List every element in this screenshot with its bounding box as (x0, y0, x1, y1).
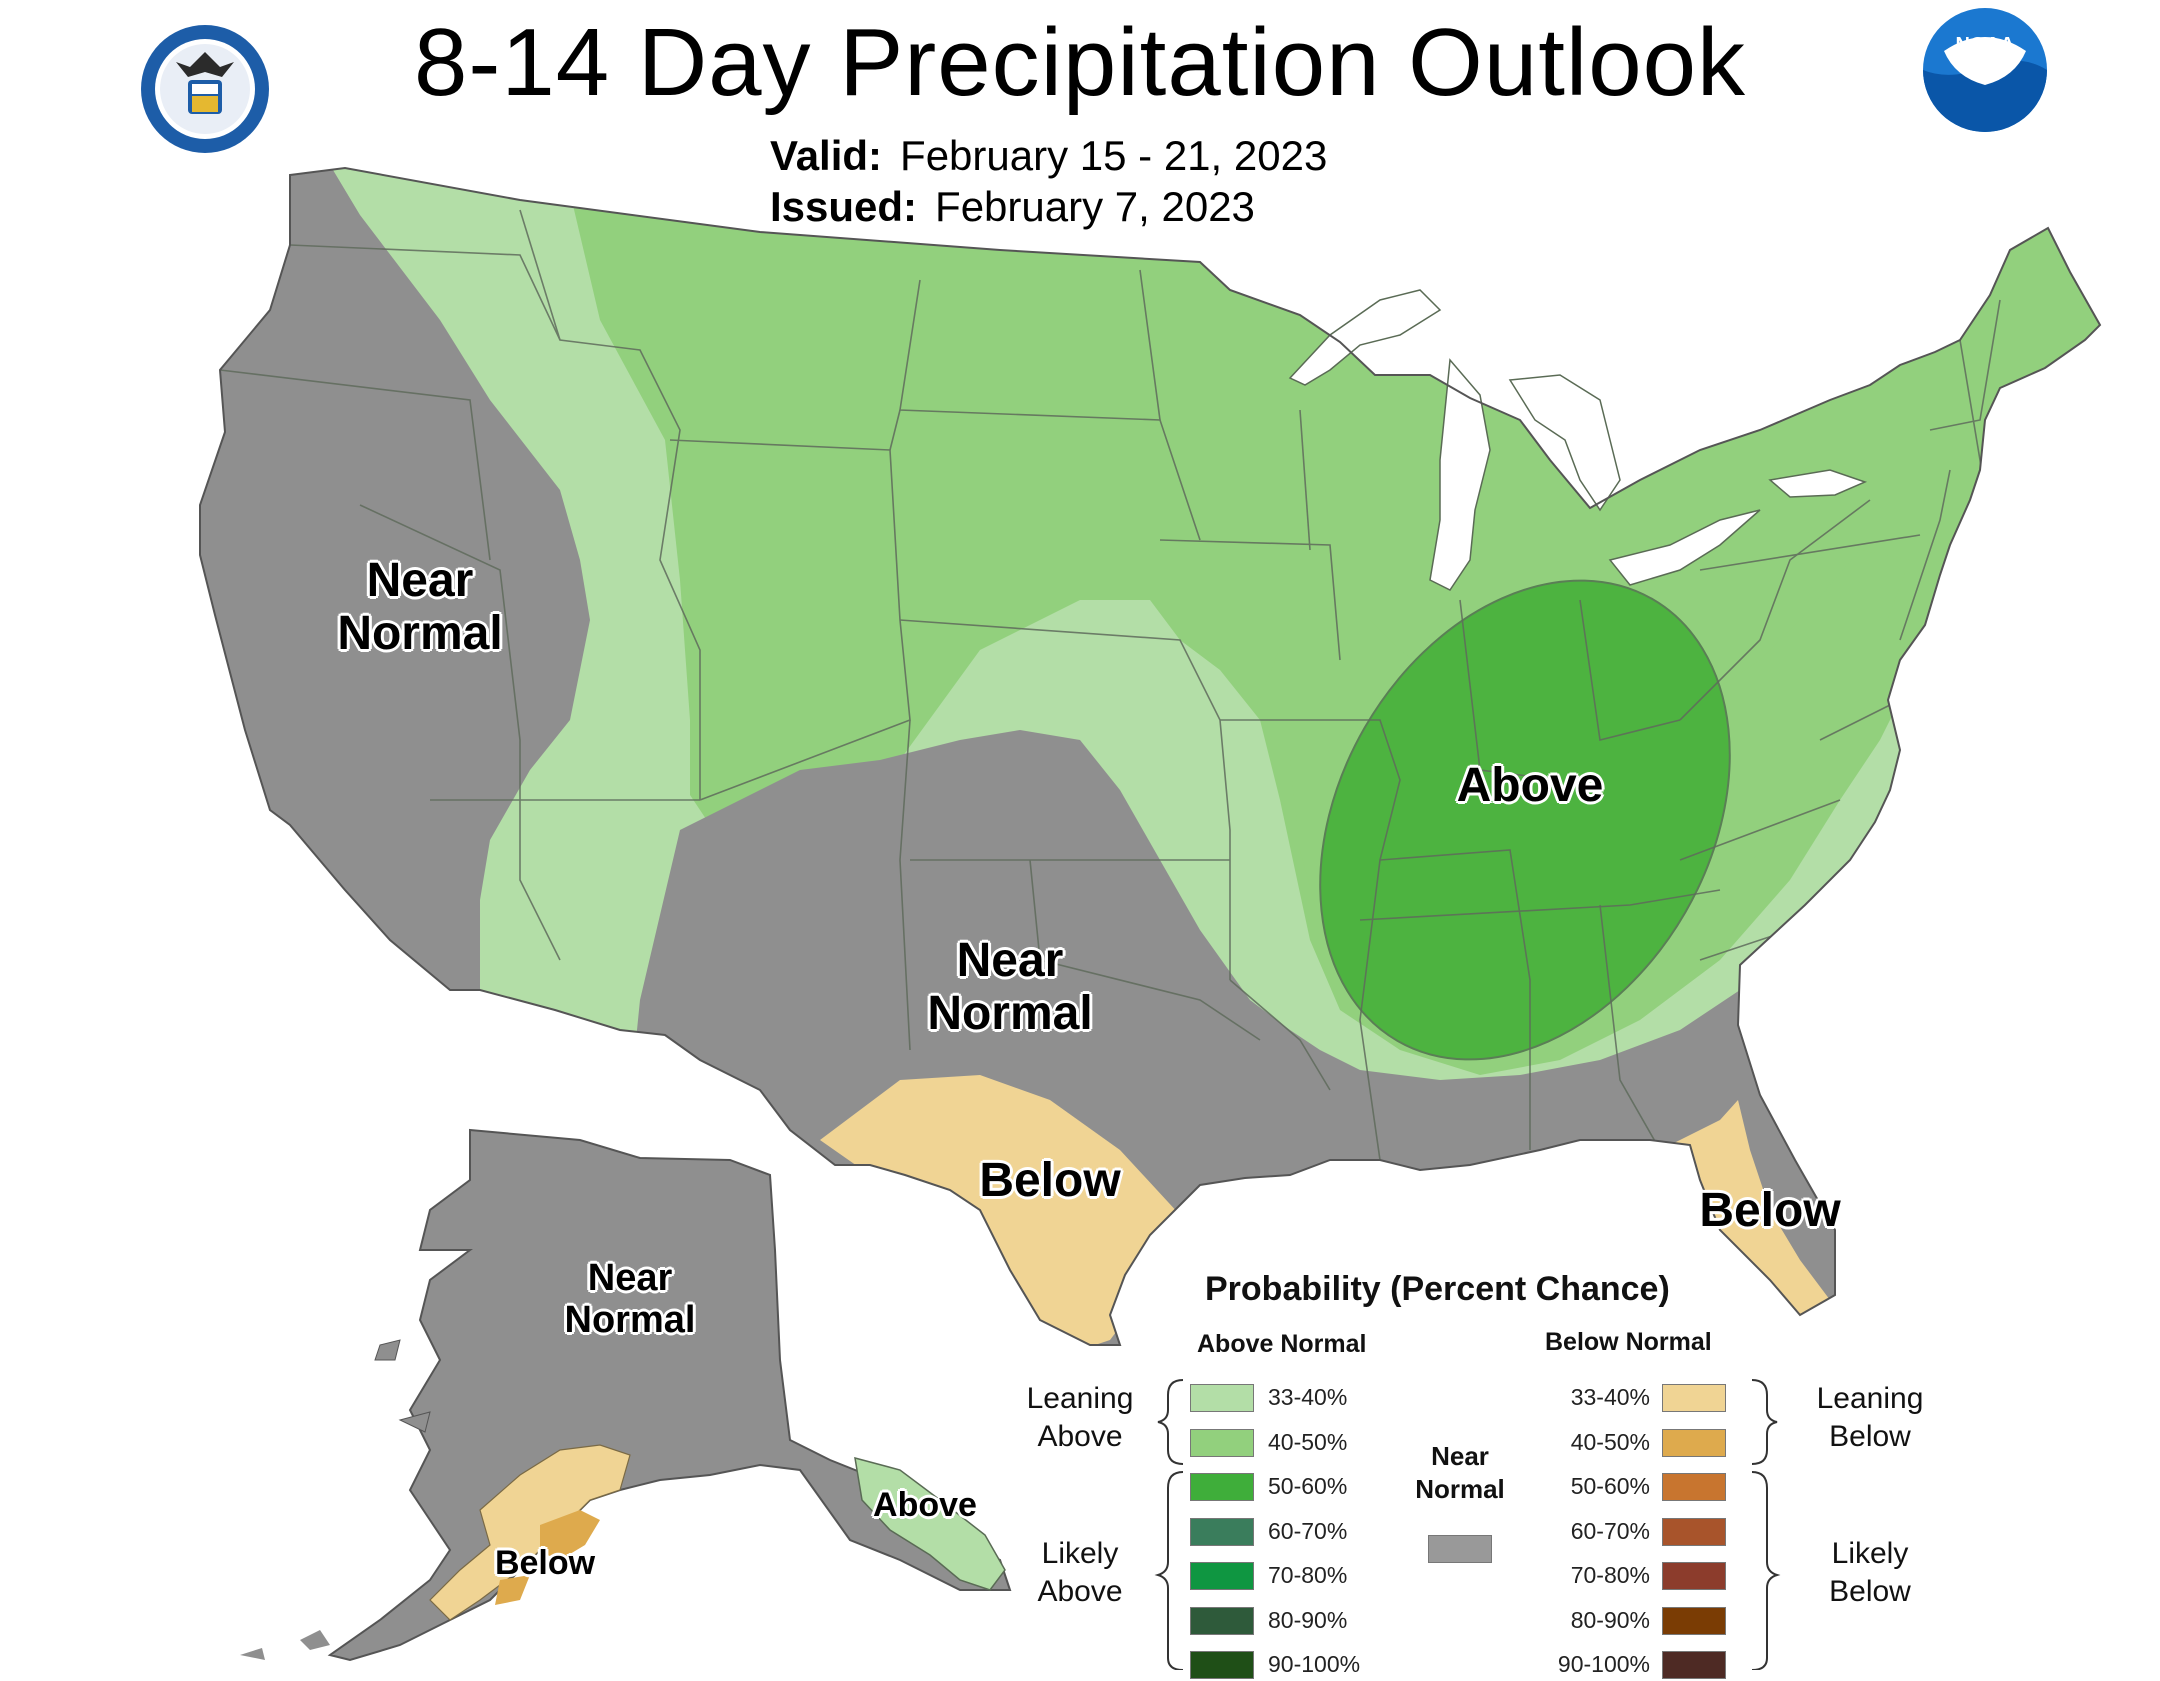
legend-below-row: 60-70% (1540, 1516, 1760, 1548)
noaa-logo-text: NOAA (1956, 34, 2015, 56)
state-borders (219, 209, 2001, 1161)
legend-below-label: 80-90% (1570, 1606, 1650, 1633)
legend-below-label: 60-70% (1570, 1517, 1650, 1544)
legend-title: Probability (Percent Chance) (1205, 1270, 1670, 1308)
legend-above-swatch (1190, 1428, 1254, 1457)
legend-above-label: 80-90% (1268, 1606, 1348, 1633)
legend-above-swatch (1190, 1517, 1254, 1546)
legend-below-row: 33-40% (1540, 1382, 1760, 1414)
legend-below-swatch (1662, 1606, 1726, 1635)
legend-below-swatch (1662, 1428, 1726, 1457)
legend-above-label: 70-80% (1268, 1562, 1348, 1588)
noaa-logo-icon: NOAA (1923, 8, 2047, 133)
florida-below-label: Below (1699, 1184, 1841, 1237)
issued-date: February 7, 2023 (935, 183, 1255, 230)
legend-below-swatch (1662, 1473, 1726, 1501)
legend-above-row: 80-90% (1190, 1605, 1410, 1637)
legend-above-row: 33-40% (1190, 1382, 1410, 1414)
alaska-near-normal-label: Near Normal (564, 1257, 696, 1341)
legend-near-normal-swatch (1428, 1535, 1492, 1563)
legend-likely-below: Likely Below (1829, 1537, 1911, 1608)
legend-above-row: 50-60% (1190, 1471, 1410, 1503)
legend-above-row: 60-70% (1190, 1516, 1410, 1548)
legend-above-swatch (1190, 1606, 1254, 1635)
legend-above-header: Above Normal (1197, 1330, 1367, 1358)
legend-below-row: 40-50% (1540, 1427, 1760, 1459)
legend-below-label: 70-80% (1570, 1562, 1650, 1588)
legend-above-swatch (1190, 1562, 1254, 1590)
legend-above-label: 50-60% (1268, 1473, 1348, 1499)
great-lakes (1288, 289, 1868, 591)
alaska-map (240, 1128, 1012, 1662)
alaska-above-label: Above (873, 1486, 977, 1524)
south-near-normal-label: Near Normal (927, 934, 1093, 1040)
legend-above-label: 40-50% (1268, 1428, 1348, 1455)
legend-below-label: 33-40% (1570, 1384, 1650, 1410)
legend-below-label: 40-50% (1570, 1428, 1650, 1455)
valid-row: Valid: February 15 - 21, 2023 (770, 132, 1327, 180)
legend: Probability (Percent Chance) Above Norma… (1000, 1250, 2140, 1679)
texas-below-label: Below (979, 1154, 1121, 1207)
legend-likely-above: Likely Above (1037, 1537, 1123, 1608)
legend-above-label: 33-40% (1268, 1384, 1348, 1410)
legend-below-swatch (1662, 1517, 1726, 1546)
legend-above-swatch (1190, 1473, 1254, 1501)
commerce-seal-icon (141, 25, 269, 153)
legend-braces (1154, 1379, 1781, 1670)
legend-below-row: 80-90% (1540, 1605, 1760, 1637)
legend-below-header: Below Normal (1545, 1328, 1712, 1356)
legend-above-swatch (1190, 1384, 1254, 1412)
legend-below-label: 50-60% (1570, 1473, 1650, 1499)
legend-above-row: 70-80% (1190, 1560, 1410, 1592)
alaska-below-label: Below (494, 1544, 596, 1582)
legend-below-row: 50-60% (1540, 1471, 1760, 1503)
valid-dates: February 15 - 21, 2023 (900, 132, 1328, 179)
legend-above-row: 40-50% (1190, 1427, 1410, 1459)
legend-above-label: 60-70% (1268, 1517, 1348, 1544)
legend-below-row: 70-80% (1540, 1560, 1760, 1592)
legend-below-swatch (1662, 1562, 1726, 1590)
issued-label: Issued: (770, 183, 918, 230)
issued-row: Issued: February 7, 2023 (770, 183, 1255, 231)
legend-leaning-below: Leaning Below (1816, 1382, 1924, 1453)
above-label: Above (1456, 759, 1604, 812)
legend-near-normal-label: Near Normal (1415, 1441, 1505, 1504)
page-title: 8-14 Day Precipitation Outlook (414, 9, 1746, 116)
west-near-normal-label: Near Normal (337, 554, 503, 660)
valid-label: Valid: (770, 132, 883, 179)
legend-below-swatch (1662, 1384, 1726, 1412)
legend-leaning-above: Leaning Above (1026, 1382, 1134, 1453)
